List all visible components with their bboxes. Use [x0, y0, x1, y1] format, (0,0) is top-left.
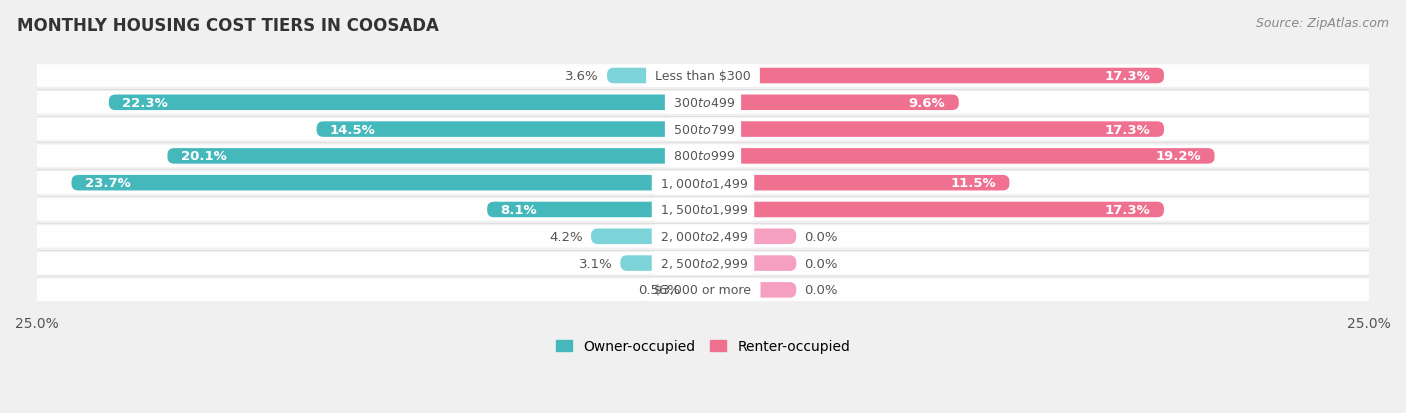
Text: 3.6%: 3.6%: [565, 70, 599, 83]
Text: $500 to $799: $500 to $799: [669, 123, 737, 136]
FancyBboxPatch shape: [30, 119, 1376, 141]
FancyBboxPatch shape: [703, 256, 796, 271]
Text: Less than $300: Less than $300: [651, 70, 755, 83]
Text: $3,000 or more: $3,000 or more: [651, 284, 755, 297]
Text: 8.1%: 8.1%: [501, 204, 537, 216]
Legend: Owner-occupied, Renter-occupied: Owner-occupied, Renter-occupied: [550, 334, 856, 359]
FancyBboxPatch shape: [30, 92, 1376, 114]
FancyBboxPatch shape: [30, 225, 1376, 248]
FancyBboxPatch shape: [688, 282, 703, 298]
Text: 23.7%: 23.7%: [84, 177, 131, 190]
FancyBboxPatch shape: [703, 149, 1215, 164]
Text: 20.1%: 20.1%: [181, 150, 226, 163]
FancyBboxPatch shape: [703, 176, 1010, 191]
FancyBboxPatch shape: [703, 69, 1164, 84]
Text: 11.5%: 11.5%: [950, 177, 995, 190]
Text: 4.2%: 4.2%: [550, 230, 583, 243]
Text: $2,500 to $2,999: $2,500 to $2,999: [657, 256, 749, 271]
FancyBboxPatch shape: [72, 176, 703, 191]
Text: 9.6%: 9.6%: [908, 97, 945, 109]
FancyBboxPatch shape: [703, 202, 1164, 218]
FancyBboxPatch shape: [591, 229, 703, 244]
Text: 17.3%: 17.3%: [1105, 123, 1150, 136]
FancyBboxPatch shape: [620, 256, 703, 271]
Text: 0.0%: 0.0%: [804, 230, 838, 243]
FancyBboxPatch shape: [607, 69, 703, 84]
FancyBboxPatch shape: [30, 252, 1376, 275]
Text: $2,000 to $2,499: $2,000 to $2,499: [657, 230, 749, 244]
Text: 0.56%: 0.56%: [638, 284, 681, 297]
Text: MONTHLY HOUSING COST TIERS IN COOSADA: MONTHLY HOUSING COST TIERS IN COOSADA: [17, 17, 439, 34]
Text: $800 to $999: $800 to $999: [669, 150, 737, 163]
Text: $300 to $499: $300 to $499: [669, 97, 737, 109]
Text: 14.5%: 14.5%: [330, 123, 375, 136]
Text: $1,000 to $1,499: $1,000 to $1,499: [657, 176, 749, 190]
Text: 0.0%: 0.0%: [804, 257, 838, 270]
FancyBboxPatch shape: [703, 229, 796, 244]
FancyBboxPatch shape: [30, 199, 1376, 221]
Text: 19.2%: 19.2%: [1156, 150, 1201, 163]
FancyBboxPatch shape: [30, 172, 1376, 195]
FancyBboxPatch shape: [30, 65, 1376, 88]
FancyBboxPatch shape: [703, 282, 796, 298]
Text: 3.1%: 3.1%: [579, 257, 613, 270]
Text: Source: ZipAtlas.com: Source: ZipAtlas.com: [1256, 17, 1389, 29]
FancyBboxPatch shape: [703, 122, 1164, 138]
Text: 17.3%: 17.3%: [1105, 70, 1150, 83]
FancyBboxPatch shape: [30, 145, 1376, 168]
FancyBboxPatch shape: [108, 95, 703, 111]
FancyBboxPatch shape: [703, 95, 959, 111]
FancyBboxPatch shape: [167, 149, 703, 164]
FancyBboxPatch shape: [30, 279, 1376, 301]
FancyBboxPatch shape: [316, 122, 703, 138]
Text: $1,500 to $1,999: $1,500 to $1,999: [657, 203, 749, 217]
FancyBboxPatch shape: [486, 202, 703, 218]
Text: 0.0%: 0.0%: [804, 284, 838, 297]
Text: 17.3%: 17.3%: [1105, 204, 1150, 216]
Text: 22.3%: 22.3%: [122, 97, 167, 109]
